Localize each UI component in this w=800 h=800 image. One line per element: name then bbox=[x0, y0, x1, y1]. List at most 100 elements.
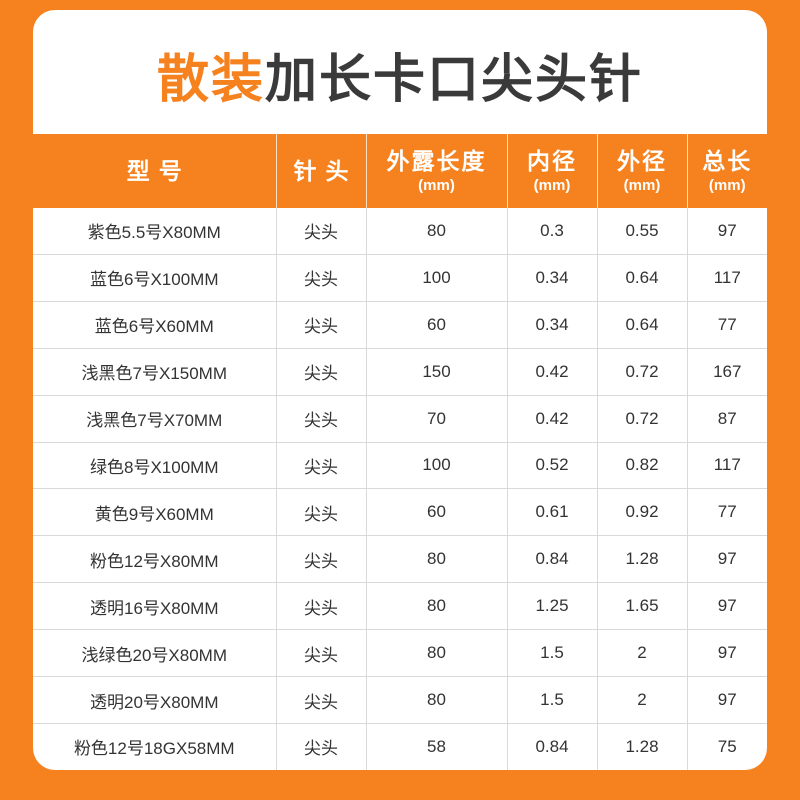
table-row: 紫色5.5号X80MM 尖头 80 0.3 0.55 97 bbox=[33, 208, 767, 255]
table-cell: 1.28 bbox=[596, 722, 687, 770]
table-cell: 150 bbox=[365, 347, 507, 396]
table-cell: 2 bbox=[596, 676, 687, 724]
table-row: 绿色8号X100MM 尖头 100 0.52 0.82 117 bbox=[33, 441, 767, 489]
table-cell: 尖头 bbox=[275, 441, 366, 489]
table-cell: 77 bbox=[686, 488, 767, 536]
header-needle-tip: 针头 bbox=[275, 134, 366, 208]
table-cell: 97 bbox=[686, 676, 767, 724]
table-cell: 尖头 bbox=[275, 300, 366, 349]
header-unit: (mm) bbox=[623, 176, 661, 194]
table-row: 浅黑色7号X150MM 尖头 150 0.42 0.72 167 bbox=[33, 347, 767, 396]
header-unit: (mm) bbox=[418, 176, 455, 194]
table-cell: 尖头 bbox=[275, 722, 366, 770]
table-cell: 尖头 bbox=[275, 535, 366, 583]
table-cell: 尖头 bbox=[275, 208, 366, 255]
table-cell: 绿色8号X100MM bbox=[33, 441, 276, 489]
table-cell: 尖头 bbox=[275, 253, 366, 302]
table-cell: 0.34 bbox=[506, 253, 597, 302]
table-cell: 1.5 bbox=[506, 629, 597, 677]
content-sheet: 散装加长卡口尖头针 型号 针头 bbox=[33, 10, 767, 770]
header-unit: (mm) bbox=[533, 176, 571, 194]
table-row: 浅黑色7号X70MM 尖头 70 0.42 0.72 87 bbox=[33, 394, 767, 443]
table-cell: 蓝色6号X100MM bbox=[33, 253, 276, 302]
table-cell: 58 bbox=[365, 722, 507, 770]
table-row: 粉色12号X80MM 尖头 80 0.84 1.28 97 bbox=[33, 535, 767, 583]
table-row: 蓝色6号X60MM 尖头 60 0.34 0.64 77 bbox=[33, 300, 767, 349]
header-label: 型号 bbox=[126, 157, 191, 184]
header-unit: (mm) bbox=[708, 176, 746, 194]
table-cell: 0.64 bbox=[596, 253, 687, 302]
table-cell: 粉色12号18GX58MM bbox=[33, 722, 276, 770]
table-cell: 0.84 bbox=[506, 535, 597, 583]
table-row: 粉色12号18GX58MM 尖头 58 0.84 1.28 75 bbox=[33, 722, 767, 770]
table-cell: 尖头 bbox=[275, 488, 366, 536]
table-cell: 尖头 bbox=[275, 347, 366, 396]
table-cell: 浅绿色20号X80MM bbox=[33, 629, 276, 677]
header-exposed-length: 外露长度 (mm) bbox=[365, 134, 507, 208]
table-row: 透明16号X80MM 尖头 80 1.25 1.65 97 bbox=[33, 582, 767, 630]
header-model: 型号 bbox=[33, 134, 276, 208]
header-inner-diameter: 内径 (mm) bbox=[506, 134, 597, 208]
table-cell: 75 bbox=[686, 722, 767, 770]
table-row: 透明20号X80MM 尖头 80 1.5 2 97 bbox=[33, 676, 767, 724]
table-cell: 60 bbox=[365, 300, 507, 349]
table-cell: 100 bbox=[365, 441, 507, 489]
header-label: 内径 bbox=[527, 148, 577, 175]
table-cell: 1.5 bbox=[506, 676, 597, 724]
table-cell: 97 bbox=[686, 208, 767, 255]
table-cell: 1.65 bbox=[596, 582, 687, 630]
table-cell: 透明20号X80MM bbox=[33, 676, 276, 724]
table-cell: 浅黑色7号X150MM bbox=[33, 347, 276, 396]
table-cell: 80 bbox=[365, 582, 507, 630]
table-cell: 80 bbox=[365, 208, 507, 255]
table-cell: 粉色12号X80MM bbox=[33, 535, 276, 583]
table-row: 黄色9号X60MM 尖头 60 0.61 0.92 77 bbox=[33, 488, 767, 536]
table-cell: 0.64 bbox=[596, 300, 687, 349]
table-cell: 60 bbox=[365, 488, 507, 536]
table-cell: 0.72 bbox=[596, 347, 687, 396]
table-cell: 77 bbox=[686, 300, 767, 349]
table-cell: 80 bbox=[365, 676, 507, 724]
header-label: 总长 bbox=[702, 148, 753, 175]
table-cell: 浅黑色7号X70MM bbox=[33, 394, 276, 443]
table-cell: 尖头 bbox=[275, 676, 366, 724]
table-cell: 尖头 bbox=[275, 582, 366, 630]
table-cell: 0.34 bbox=[506, 300, 597, 349]
table-cell: 1.28 bbox=[596, 535, 687, 583]
table-cell: 167 bbox=[686, 347, 767, 396]
title-rest: 加长卡口尖头针 bbox=[265, 51, 644, 109]
table-cell: 80 bbox=[365, 535, 507, 583]
header-total-length: 总长 (mm) bbox=[686, 134, 767, 208]
table-cell: 0.82 bbox=[596, 441, 687, 489]
table-cell: 1.25 bbox=[506, 582, 597, 630]
header-outer-diameter: 外径 (mm) bbox=[596, 134, 687, 208]
table-cell: 尖头 bbox=[275, 629, 366, 677]
table-cell: 0.3 bbox=[506, 208, 597, 255]
table-cell: 黄色9号X60MM bbox=[33, 488, 276, 536]
table-row: 浅绿色20号X80MM 尖头 80 1.5 2 97 bbox=[33, 629, 767, 677]
spec-table-header: 型号 针头 外露长度 (mm) 内径 (mm) 外径 ( bbox=[33, 134, 767, 208]
table-cell: 0.42 bbox=[506, 394, 597, 443]
header-label: 针头 bbox=[293, 157, 358, 184]
table-cell: 0.52 bbox=[506, 441, 597, 489]
table-cell: 0.42 bbox=[506, 347, 597, 396]
table-cell: 117 bbox=[686, 441, 767, 489]
table-cell: 0.72 bbox=[596, 394, 687, 443]
spec-table: 型号 针头 外露长度 (mm) 内径 (mm) 外径 ( bbox=[33, 134, 767, 770]
table-cell: 97 bbox=[686, 629, 767, 677]
table-cell: 80 bbox=[365, 629, 507, 677]
table-row: 蓝色6号X100MM 尖头 100 0.34 0.64 117 bbox=[33, 253, 767, 302]
table-cell: 97 bbox=[686, 535, 767, 583]
table-cell: 87 bbox=[686, 394, 767, 443]
table-cell: 97 bbox=[686, 582, 767, 630]
page-title: 散装加长卡口尖头针 bbox=[33, 10, 767, 134]
table-cell: 紫色5.5号X80MM bbox=[87, 223, 221, 243]
title-highlight: 散装 bbox=[156, 51, 265, 109]
header-label: 外露长度 bbox=[386, 148, 487, 175]
header-row: 型号 针头 外露长度 (mm) 内径 (mm) 外径 ( bbox=[33, 134, 767, 208]
table-cell: 70 bbox=[365, 394, 507, 443]
table-cell: 117 bbox=[686, 253, 767, 302]
table-cell: 0.84 bbox=[506, 722, 597, 770]
table-cell: 尖头 bbox=[275, 394, 366, 443]
